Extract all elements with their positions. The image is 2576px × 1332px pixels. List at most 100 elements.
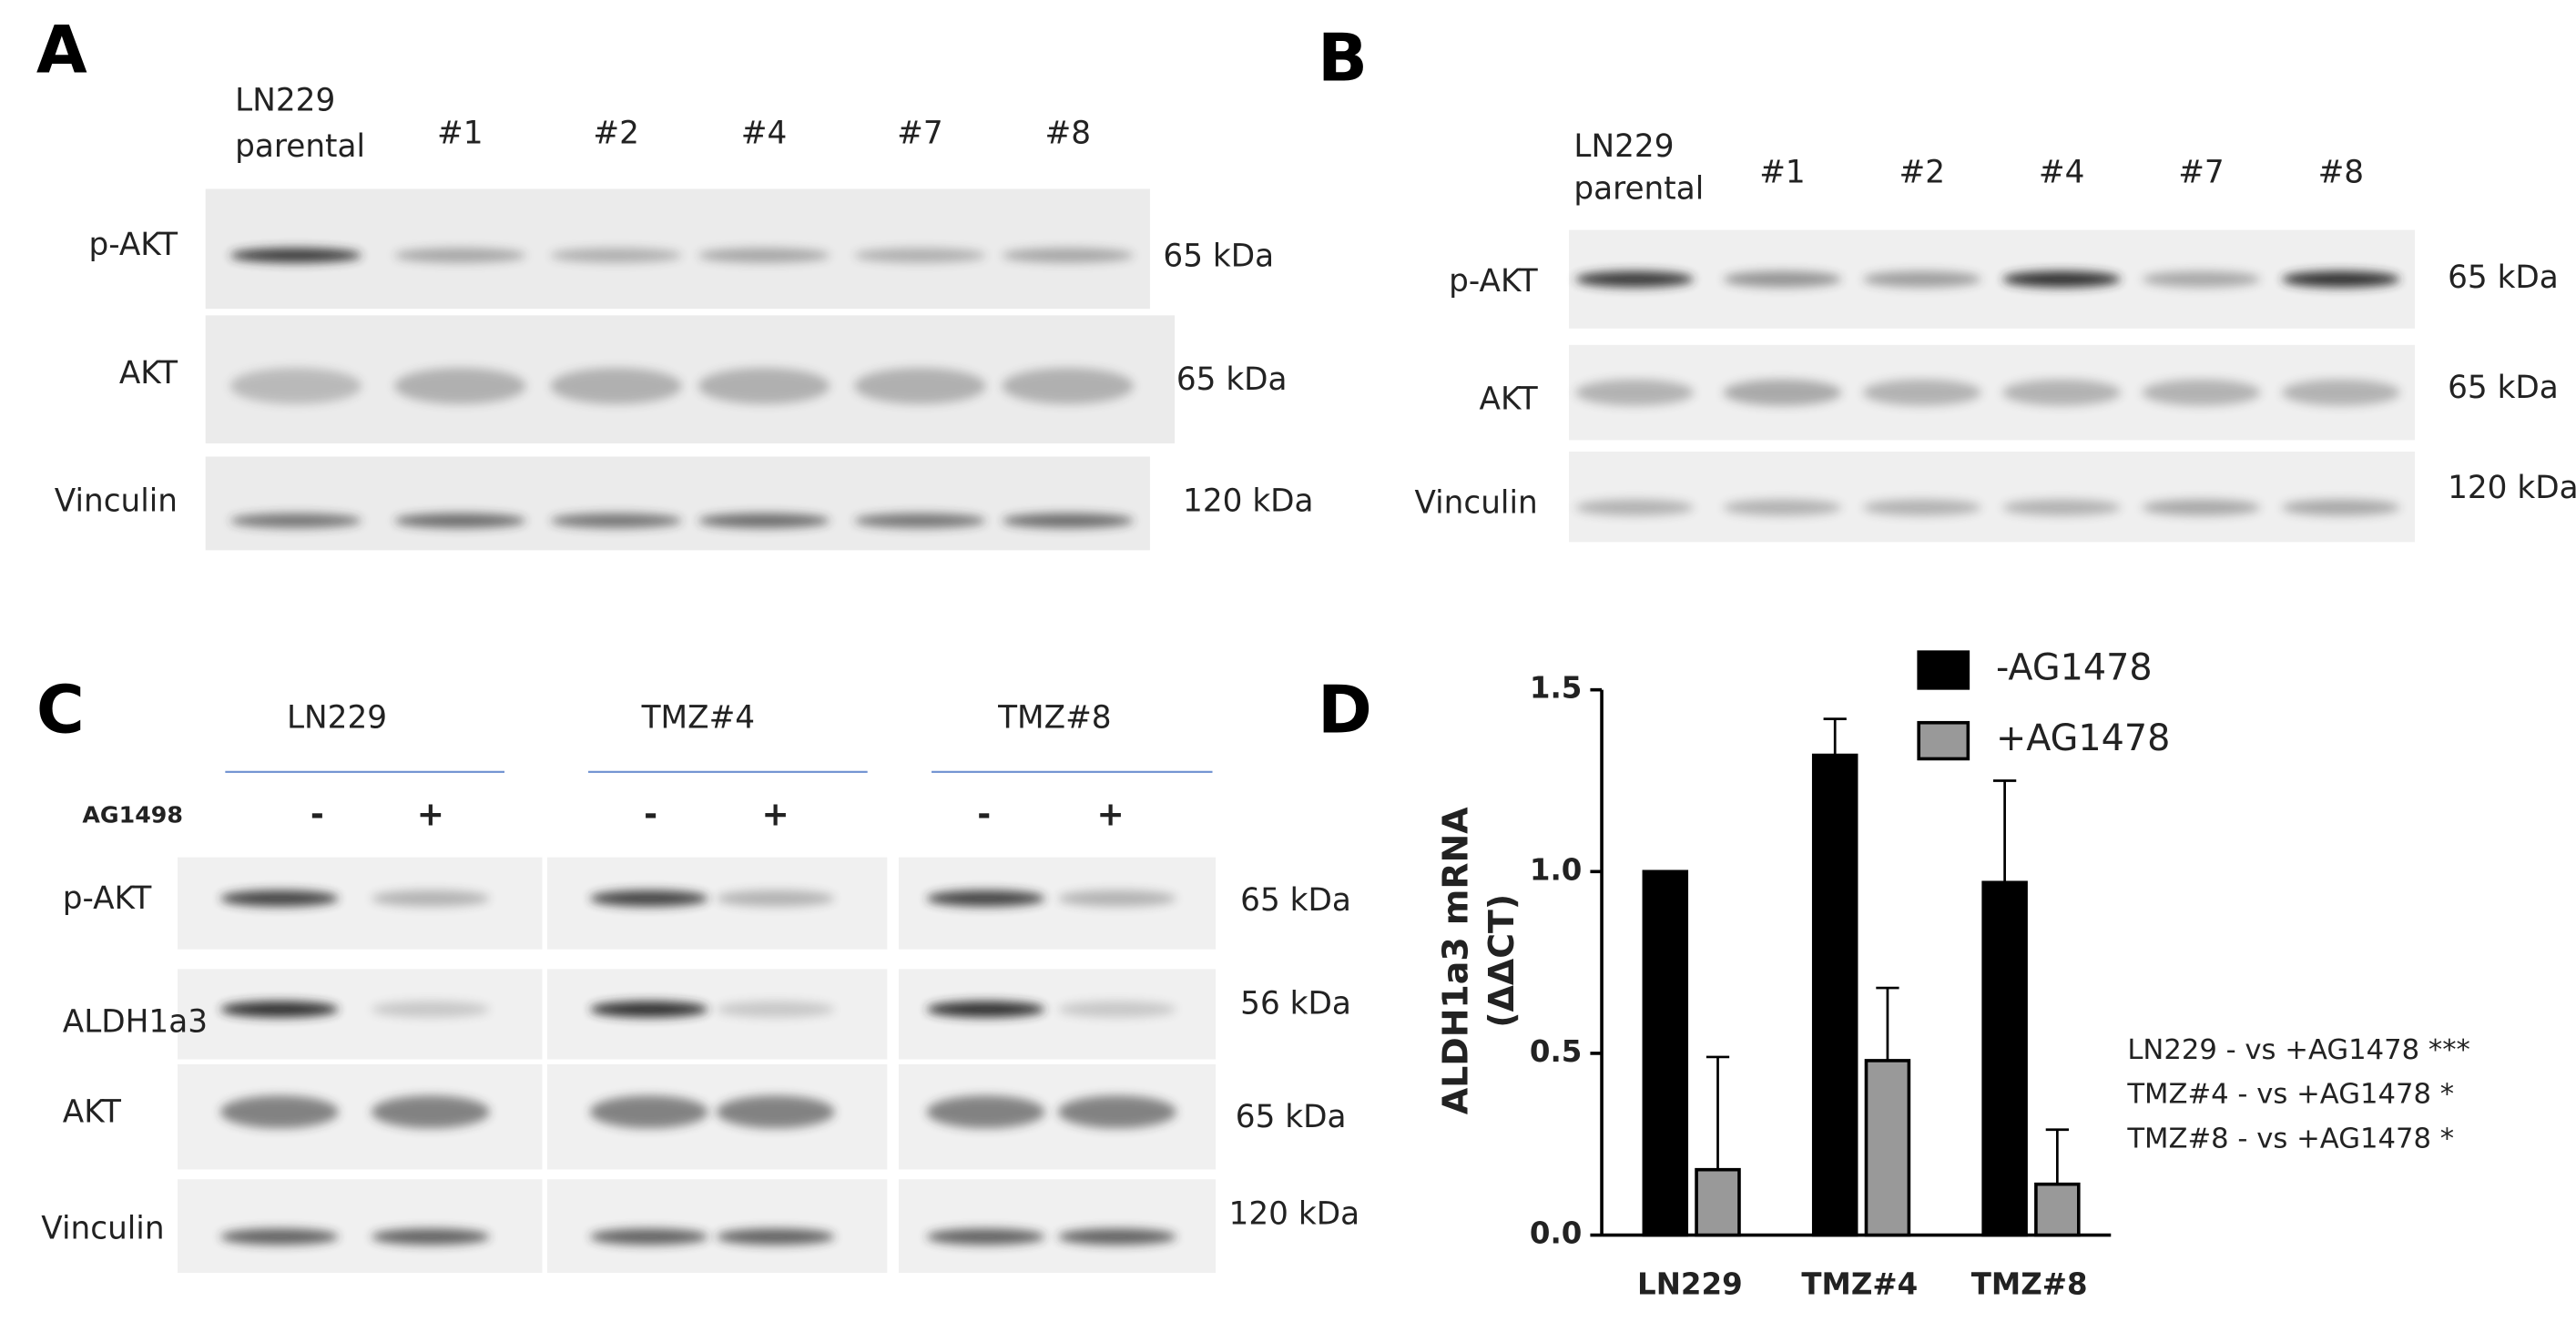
size-label: 65 kDa — [2448, 259, 2559, 296]
sign-label: - — [644, 796, 657, 834]
blot-band — [1002, 248, 1134, 263]
y-axis-label: ALDH1a3 mRNA (ΔΔCT) — [1435, 807, 1522, 1114]
blot-band — [926, 1001, 1045, 1018]
blot-band — [926, 890, 1045, 907]
blot-band — [1057, 1001, 1176, 1018]
blot-strip — [546, 1179, 888, 1274]
bar — [1695, 1167, 1741, 1237]
lane-label: LN229 — [235, 82, 335, 118]
blot-band — [1057, 1228, 1176, 1246]
blot-band — [716, 1228, 835, 1246]
size-label: 56 kDa — [1240, 986, 1351, 1022]
blot-band — [1575, 499, 1695, 516]
bar — [1981, 880, 2028, 1237]
blot-band — [371, 890, 490, 907]
figure-layer: A LN229 parental #1 #2 #4 #7 #8 p-AKT 65 kDa AKT 65… — [36, 13, 2576, 1302]
blot-strip — [1568, 229, 2416, 329]
blot-band — [1057, 890, 1176, 907]
blot-band — [1002, 368, 1134, 404]
blot-band — [854, 248, 986, 263]
sign-label: + — [417, 796, 444, 834]
group-label: TMZ#4 — [641, 700, 755, 737]
lane-label: #2 — [1899, 155, 1946, 191]
blot-band — [589, 1095, 708, 1129]
y-tick-label: 0.0 — [1530, 1216, 1583, 1251]
lane-label: LN229 — [1573, 128, 1674, 165]
blot-band — [1575, 270, 1695, 288]
bar — [1864, 1059, 1911, 1237]
blot-band — [2002, 499, 2122, 516]
size-label: 120 kDa — [1183, 483, 1314, 520]
blot-strip — [178, 1179, 543, 1274]
y-axis-label-line: (ΔΔCT) — [1481, 894, 1521, 1028]
blot-band — [2281, 499, 2400, 516]
blot-band — [2281, 270, 2400, 288]
blot-strip — [546, 857, 888, 950]
legend-swatch — [1917, 720, 1970, 761]
legend-label: -AG1478 — [1996, 647, 2153, 689]
blot-band — [550, 513, 682, 528]
blot-strip — [1568, 452, 2416, 543]
treatment-label: AG1498 — [82, 802, 183, 829]
blot-band — [1862, 379, 1981, 406]
blot-band — [1723, 499, 1842, 516]
panel-label: A — [36, 13, 87, 89]
blot-strip — [546, 969, 888, 1060]
bar — [1642, 869, 1689, 1237]
group-label: TMZ#8 — [997, 700, 1111, 737]
row-label: ALDH1a3 — [63, 1003, 208, 1040]
row-label: p-AKT — [63, 880, 153, 917]
blot-band — [2281, 379, 2400, 406]
row-label: AKT — [63, 1094, 122, 1131]
blot-strip — [205, 188, 1150, 310]
blot-band — [550, 368, 682, 404]
blot-band — [219, 1095, 339, 1129]
blot-band — [2002, 270, 2122, 288]
annotation: TMZ#4 - vs +AG1478 * — [2126, 1079, 2454, 1111]
blot-band — [716, 1001, 835, 1018]
blot-band — [219, 890, 339, 907]
blot-band — [854, 513, 986, 528]
lane-label: #8 — [2318, 155, 2365, 191]
lane-label: #1 — [1759, 155, 1806, 191]
group-label: LN229 — [287, 700, 387, 737]
blot-band — [697, 368, 830, 404]
blot-strip — [205, 456, 1150, 551]
blot-band — [926, 1228, 1045, 1246]
lane-label: parental — [235, 128, 365, 165]
size-label: 65 kDa — [2448, 370, 2559, 406]
blot-band — [854, 368, 986, 404]
lane-label: #7 — [2178, 155, 2225, 191]
y-tick-label: 0.5 — [1530, 1034, 1583, 1069]
y-axis-label-line: ALDH1a3 mRNA — [1435, 807, 1475, 1114]
row-label: AKT — [1480, 381, 1539, 418]
sign-label: - — [311, 796, 324, 834]
size-label: 65 kDa — [1176, 361, 1288, 398]
legend-swatch — [1917, 650, 1970, 690]
row-label: Vinculin — [41, 1211, 164, 1247]
lane-label: #4 — [2039, 155, 2085, 191]
blot-band — [1723, 379, 1842, 406]
blot-band — [589, 1228, 708, 1246]
panel-label: D — [1318, 673, 1372, 749]
row-label: p-AKT — [88, 227, 178, 263]
sign-label: + — [1097, 796, 1125, 834]
blot-strip — [1568, 344, 2416, 441]
blot-band — [1002, 513, 1134, 528]
size-label: 65 kDa — [1240, 882, 1351, 919]
blot-band — [550, 248, 682, 263]
blot-band — [229, 368, 362, 404]
blot-band — [2142, 379, 2261, 406]
annotation: TMZ#8 - vs +AG1478 * — [2126, 1123, 2454, 1154]
blot-band — [371, 1001, 490, 1018]
blot-band — [2002, 379, 2122, 406]
x-tick-label: LN229 — [1637, 1266, 1743, 1301]
blot-band — [371, 1095, 490, 1129]
size-label: 120 kDa — [2448, 470, 2576, 506]
blot-band — [716, 1095, 835, 1129]
row-label: p-AKT — [1449, 263, 1539, 300]
row-label: Vinculin — [55, 483, 178, 520]
panel-label: B — [1318, 21, 1368, 97]
blot-band — [394, 368, 526, 404]
